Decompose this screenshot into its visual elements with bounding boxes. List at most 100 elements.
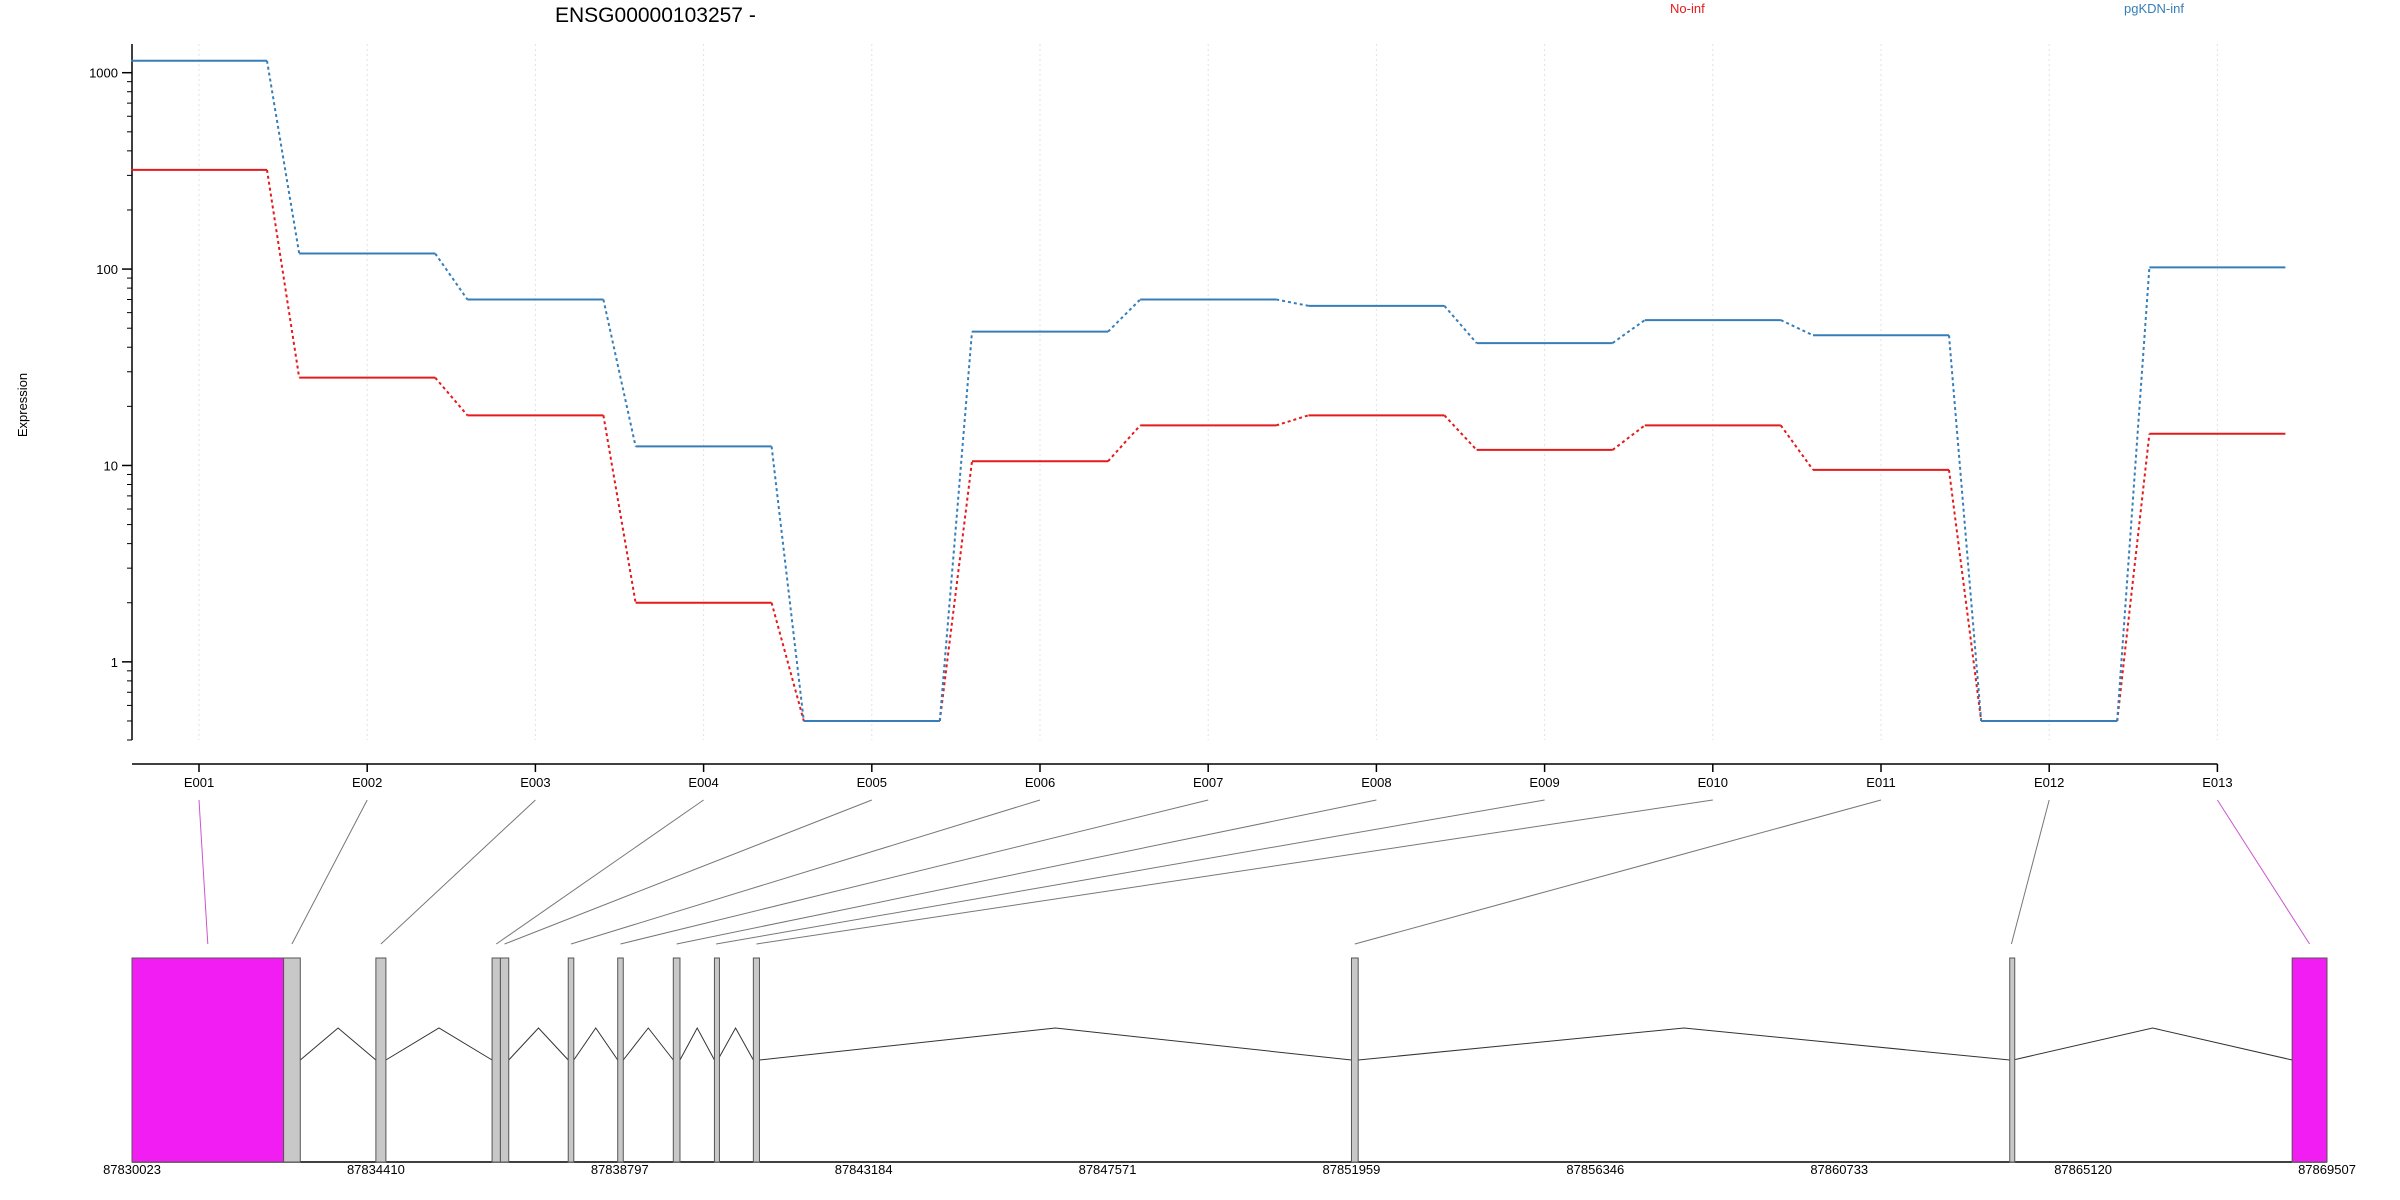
series-0-connector: [266, 169, 301, 378]
y-tick-label: 10: [104, 458, 118, 473]
series-0-connector: [434, 377, 469, 416]
intron-line: [299, 1027, 377, 1061]
x-tick-label: E009: [1529, 775, 1559, 790]
exon-link-E004: [495, 799, 704, 945]
exon-E002: [283, 957, 301, 1163]
intron-line: [2012, 1027, 2293, 1061]
exon-link-E007: [620, 799, 1209, 945]
coordinate-label: 87843184: [835, 1162, 893, 1177]
genomic-coordinate-ticks: 87830023 87834410 87838797 87843184 87847571…: [103, 1162, 2356, 1177]
exon-E009: [713, 957, 720, 1163]
y-axis-label: Expression: [15, 373, 30, 437]
x-tick-label: E008: [1361, 775, 1391, 790]
intron-line: [622, 1027, 674, 1061]
series-1-connector: [770, 446, 805, 722]
x-tick-label: E001: [184, 775, 214, 790]
exon-E001: [131, 957, 285, 1163]
series-1-connector: [1107, 298, 1141, 333]
x-tick-label: E007: [1193, 775, 1223, 790]
exon-E006: [567, 957, 575, 1163]
series-0-connector: [602, 415, 637, 603]
exon-E003: [375, 957, 387, 1163]
coordinate-label: 87834410: [347, 1162, 405, 1177]
series-0-connector: [2116, 433, 2151, 722]
exon-E005: [499, 957, 510, 1163]
exon-E007: [617, 957, 624, 1163]
coordinate-label: 87851959: [1323, 1162, 1381, 1177]
series-1-connector: [1276, 298, 1309, 307]
intron-line: [508, 1027, 569, 1061]
coordinate-label: 87856346: [1566, 1162, 1624, 1177]
exon-link-E005: [504, 799, 872, 945]
x-tick-label: E003: [520, 775, 550, 790]
exon-link-E011: [1354, 799, 1882, 945]
exon-link-E010: [756, 799, 1713, 945]
exon-E012: [2009, 957, 2016, 1163]
series-1-connector: [1443, 305, 1478, 344]
x-tick-label: E006: [1025, 775, 1055, 790]
gene-model: [131, 957, 2328, 1163]
exon-link-E013: [2216, 799, 2310, 945]
exon-link-lines: [198, 799, 2310, 945]
x-tick-label: E012: [2034, 775, 2064, 790]
exon-link-E006: [570, 799, 1041, 945]
series-0-connector: [1779, 424, 1814, 471]
series-0-connector: [1948, 469, 1983, 722]
exon-E004: [491, 957, 501, 1163]
series-1-connector: [2116, 267, 2151, 722]
intron-line: [759, 1027, 1352, 1061]
x-tick-label: E005: [857, 775, 887, 790]
legend-pgkdn-inf: pgKDN-inf: [2124, 1, 2184, 16]
x-tick-label: E011: [1866, 775, 1895, 790]
y-tick-label: 1: [111, 655, 118, 670]
series-1-connector: [266, 60, 301, 254]
intron-line: [385, 1027, 493, 1061]
exon-link-E001: [198, 799, 209, 945]
series-lines: [131, 59, 2286, 722]
exon-link-E009: [716, 799, 1545, 945]
series-0-connector: [1275, 414, 1309, 427]
y-tick-label: 1000: [89, 66, 118, 81]
series-0-connector: [1611, 424, 1646, 451]
series-1-connector: [1948, 335, 1983, 722]
exon-E010: [752, 957, 760, 1163]
axes: [131, 44, 2218, 765]
series-1-connector: [938, 331, 973, 722]
x-tick-label: E004: [688, 775, 718, 790]
exon-E008: [672, 957, 681, 1163]
x-axis-ticks: E001 E002 E003 E004 E005 E006 E007 E008 E009 E010…: [184, 764, 2233, 790]
exon-link-E012: [2010, 799, 2050, 945]
coordinate-label: 87860733: [1810, 1162, 1868, 1177]
exon-link-E008: [676, 799, 1377, 945]
series-1-connector: [1780, 319, 1814, 337]
exon-link-E003: [380, 799, 536, 945]
series-0-connector: [1443, 414, 1478, 451]
y-tick-label: 100: [96, 262, 118, 277]
series-1-connector: [434, 252, 469, 301]
x-tick-label: E013: [2202, 775, 2232, 790]
intron-line: [573, 1027, 619, 1061]
exon-E011: [1350, 957, 1359, 1163]
chart-title: ENSG00000103257 -: [555, 4, 756, 27]
exon-link-E002: [291, 799, 368, 945]
vertical-gridlines: [198, 44, 2218, 740]
coordinate-label: 87830023: [103, 1162, 161, 1177]
coordinate-label: 87847571: [1079, 1162, 1137, 1177]
intron-line: [1358, 1027, 2010, 1061]
coordinate-label: 87838797: [591, 1162, 649, 1177]
intron-line: [717, 1026, 754, 1061]
coordinate-label: 87869507: [2298, 1162, 2356, 1177]
coordinate-label: 87865120: [2054, 1162, 2112, 1177]
series-1-connector: [1612, 319, 1646, 344]
intron-line: [679, 1026, 715, 1061]
series-0-connector: [770, 602, 805, 722]
x-tick-label: E002: [352, 775, 382, 790]
exon-E013: [2291, 957, 2328, 1163]
series-1-connector: [602, 299, 637, 447]
legend-no-inf: No-inf: [1670, 1, 1705, 16]
y-axis-ticks: 1 10 100 1000: [89, 66, 132, 741]
x-tick-label: E010: [1698, 775, 1728, 790]
series-0-connector: [938, 461, 973, 722]
